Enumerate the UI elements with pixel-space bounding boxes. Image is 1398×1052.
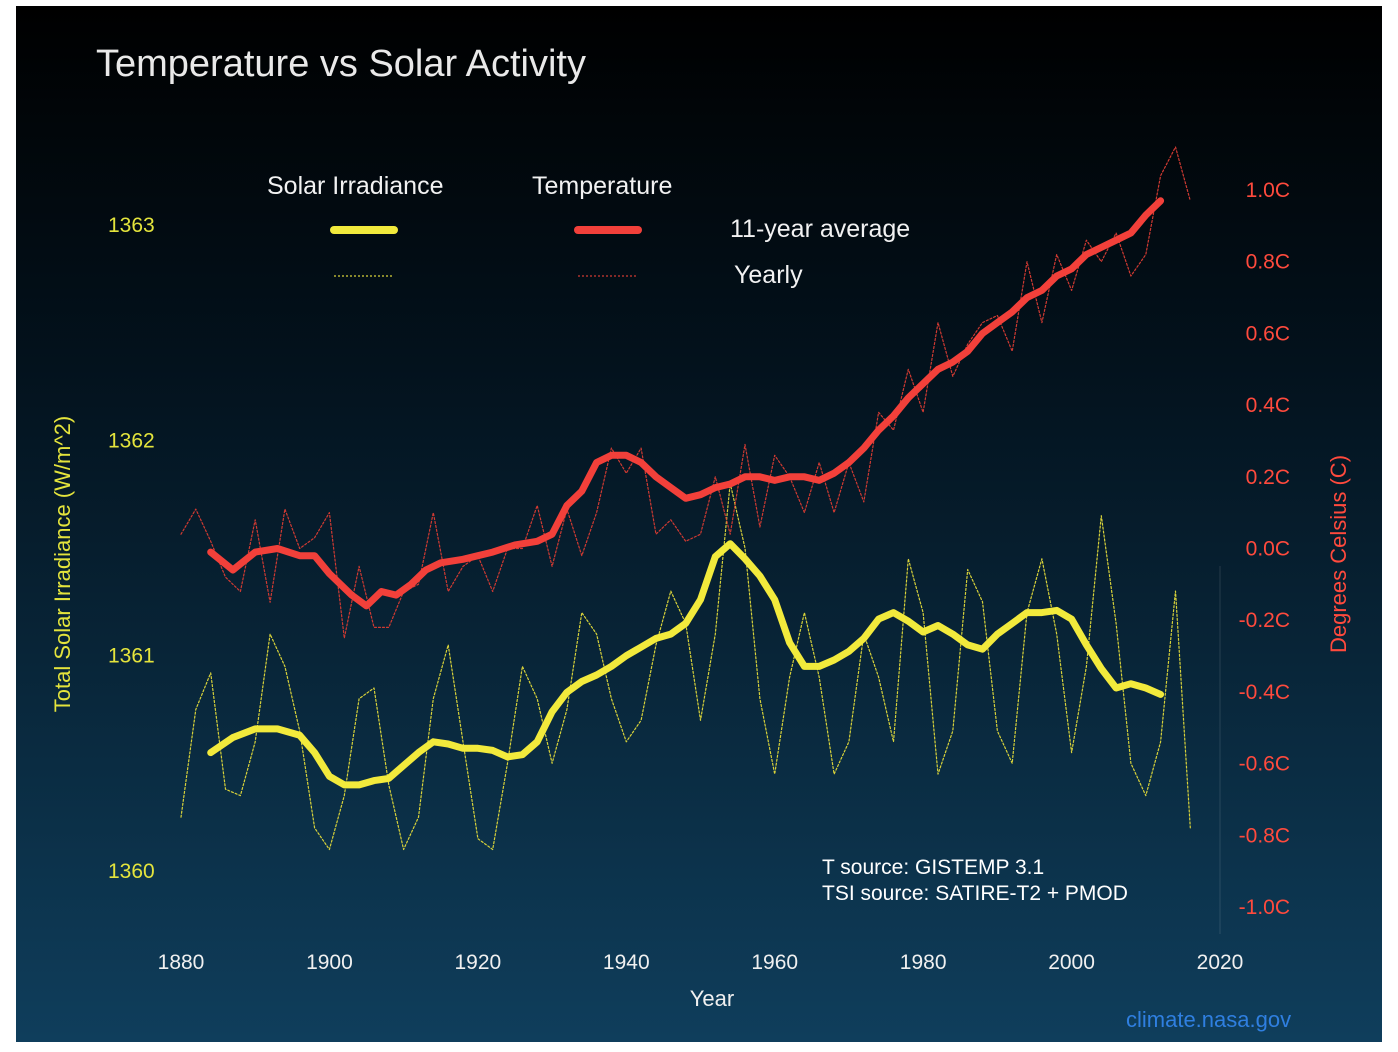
right-tick-label: -0.2C <box>1239 609 1290 632</box>
right-axis-title: Degrees Celsius (C) <box>1326 455 1351 653</box>
chart-title: Temperature vs Solar Activity <box>96 43 586 85</box>
right-tick-label: 1.0C <box>1246 179 1290 202</box>
right-tick-label: 0.2C <box>1246 466 1290 489</box>
x-tick-label: 2020 <box>1197 951 1244 974</box>
x-tick-label: 1920 <box>454 951 501 974</box>
left-tick-label: 1363 <box>108 214 155 237</box>
right-tick-label: 0.0C <box>1246 538 1290 561</box>
x-axis-ticks: 1880 1900 1920 1940 1960 1980 2000 2020 <box>158 951 1244 974</box>
left-tick-label: 1360 <box>108 860 155 883</box>
irradiance-source-note: TSI source: SATIRE-T2 + PMOD <box>822 882 1128 905</box>
right-tick-label: -0.6C <box>1239 753 1290 776</box>
x-tick-label: 1960 <box>751 951 798 974</box>
legend-label-yearly: Yearly <box>734 261 803 289</box>
x-tick-label: 1900 <box>306 951 353 974</box>
chart-panel: Temperature vs Solar Activity Solar Irra… <box>16 6 1382 1042</box>
legend: Solar Irradiance Temperature 11-year ave… <box>267 172 910 289</box>
credit-link[interactable]: climate.nasa.gov <box>1126 1007 1291 1032</box>
right-tick-label: 0.8C <box>1246 251 1290 274</box>
right-axis-ticks: 1.0C 0.8C 0.6C 0.4C 0.2C 0.0C -0.2C -0.4C -0.6C -… <box>1239 179 1290 919</box>
solar-irradiance-11-year-average-line <box>207 540 1165 789</box>
right-tick-label: -1.0C <box>1239 896 1290 919</box>
legend-label-average: 11-year average <box>730 215 910 243</box>
legend-header-temperature: Temperature <box>532 172 672 200</box>
right-tick-label: 0.6C <box>1246 322 1290 345</box>
temperature-11-year-average-line <box>207 197 1165 610</box>
x-tick-label: 1980 <box>900 951 947 974</box>
chart-svg: Temperature vs Solar Activity Solar Irra… <box>16 6 1382 1042</box>
x-tick-label: 1940 <box>603 951 650 974</box>
temperature-yearly-line <box>180 146 1191 639</box>
x-tick-label: 2000 <box>1048 951 1095 974</box>
temperature-source-note: T source: GISTEMP 3.1 <box>822 856 1044 879</box>
x-tick-label: 1880 <box>158 951 205 974</box>
left-axis-ticks: 1363 1362 1361 1360 <box>108 214 155 883</box>
left-axis-title: Total Solar Irradiance (W/m^2) <box>50 416 75 712</box>
right-tick-label: -0.4C <box>1239 681 1290 704</box>
chart-background <box>16 6 1382 1042</box>
left-tick-label: 1362 <box>108 429 155 452</box>
legend-header-solar: Solar Irradiance <box>267 172 443 200</box>
series-layer <box>180 146 1191 851</box>
x-axis-title: Year <box>690 986 734 1011</box>
left-tick-label: 1361 <box>108 645 155 668</box>
right-tick-label: -0.8C <box>1239 824 1290 847</box>
right-tick-label: 0.4C <box>1246 394 1290 417</box>
